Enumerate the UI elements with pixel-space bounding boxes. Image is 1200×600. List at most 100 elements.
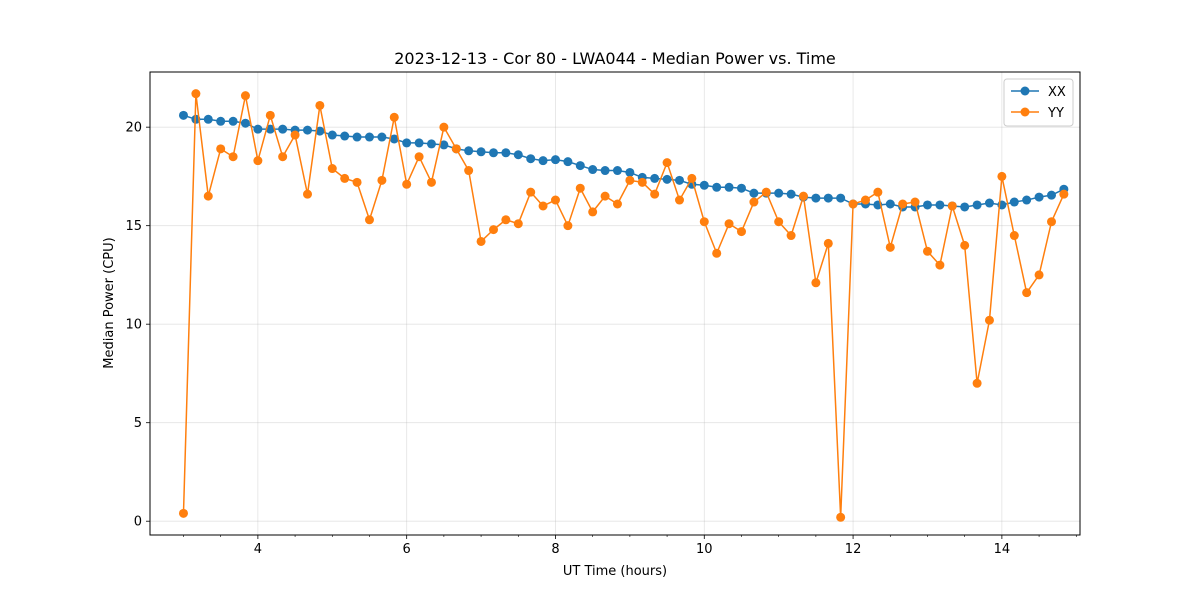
data-point-yy [290,130,300,140]
data-point-xx [526,154,536,164]
data-point-xx [811,193,821,203]
data-point-xx [699,180,709,190]
data-point-yy [736,227,746,237]
data-point-yy [724,219,734,229]
data-point-yy [228,152,238,162]
legend-marker-xx [1020,86,1030,96]
y-tick-label: 10 [125,318,142,333]
data-point-yy [563,221,573,231]
y-axis-label: Median Power (CPU) [102,237,117,368]
legend-marker-yy [1020,107,1030,117]
data-point-yy [526,187,536,197]
data-point-xx [736,183,746,193]
y-tick-label: 5 [134,416,142,431]
data-point-yy [898,199,908,209]
x-tick-label: 10 [696,542,713,557]
data-point-xx [352,132,362,142]
data-point-xx [563,157,573,167]
data-point-xx [216,116,226,126]
data-point-xx [513,150,523,160]
data-point-yy [662,158,672,168]
data-point-yy [588,207,598,217]
data-point-yy [464,166,474,176]
data-point-xx [303,125,312,135]
y-tick-label: 15 [125,219,142,234]
data-point-xx [935,200,945,210]
data-point-yy [637,177,647,187]
data-point-xx [588,165,598,175]
data-point-yy [340,173,350,183]
data-point-xx [203,114,213,124]
data-point-yy [947,201,957,211]
data-point-yy [749,197,759,207]
data-point-xx [984,198,994,208]
data-point-xx [675,175,684,185]
data-point-xx [402,138,412,148]
data-point-yy [303,189,312,199]
data-point-yy [315,100,325,110]
data-point-yy [178,508,188,518]
data-point-xx [278,124,288,134]
data-point-yy [712,248,722,258]
data-point-xx [228,116,238,126]
data-point-xx [476,147,486,157]
data-point-yy [625,175,635,185]
data-point-yy [1059,189,1069,199]
data-point-yy [997,171,1007,181]
data-point-xx [960,202,970,212]
data-point-yy [811,278,821,288]
data-point-yy [848,199,858,209]
data-point-yy [327,164,337,174]
data-point-yy [538,201,548,211]
data-point-yy [885,242,895,252]
y-tick-label: 0 [134,515,142,530]
data-point-yy [774,217,784,227]
data-point-xx [749,188,759,198]
data-point-xx [327,130,337,140]
data-point-xx [712,182,722,192]
plot-frame [149,71,1081,536]
data-point-xx [265,124,275,134]
data-point-yy [575,183,585,193]
data-point-yy [600,191,610,201]
data-point-xx [1022,195,1032,205]
data-point-yy [513,219,523,229]
x-tick-label: 6 [403,542,411,557]
data-point-yy [191,89,201,99]
data-point-yy [612,199,622,209]
data-point-yy [687,173,697,183]
data-point-xx [538,156,548,166]
data-point-xx [1047,190,1056,200]
data-point-yy [699,217,709,227]
tick-layer: 4 6 8 10 12 14 0 5 10 15 20 [125,121,1077,557]
series-line-yy [182,92,1065,519]
data-point-xx [501,148,511,158]
data-point-yy [364,215,374,225]
data-point-yy [439,122,449,132]
data-point-yy [650,189,660,199]
data-point-yy [1034,270,1044,280]
data-point-yy [550,195,560,205]
data-point-xx [389,134,399,144]
series-layer [178,89,1069,522]
data-point-yy [972,378,982,388]
data-point-yy [1047,217,1056,227]
x-axis-label: UT Time (hours) [563,564,667,579]
data-point-xx [612,166,622,176]
legend-label-yy: YY [1047,106,1064,121]
data-point-yy [922,246,932,256]
data-point-yy [1009,231,1019,241]
data-point-yy [836,512,846,522]
data-point-xx [575,161,585,171]
grid-layer [150,72,1080,535]
data-point-yy [216,144,226,154]
data-point-yy [798,191,808,201]
data-point-xx [836,193,846,203]
data-point-xx [1034,192,1044,202]
data-point-yy [476,236,486,246]
data-point-yy [1022,288,1032,298]
legend: XX YY [1003,78,1074,127]
data-point-xx [724,182,734,192]
